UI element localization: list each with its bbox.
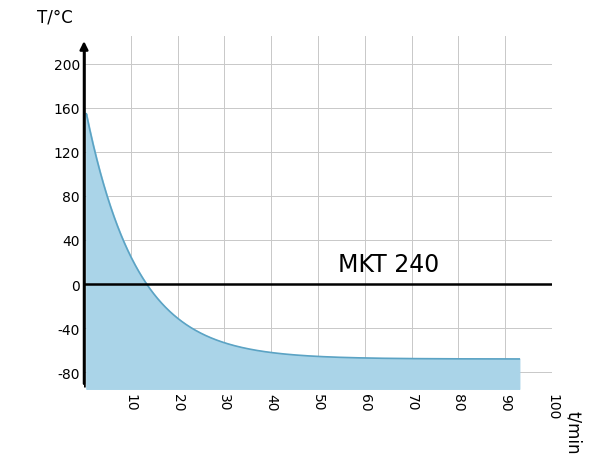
Text: T/°C: T/°C [37,8,73,26]
Text: t/min: t/min [564,410,582,454]
Text: MKT 240: MKT 240 [338,253,439,276]
